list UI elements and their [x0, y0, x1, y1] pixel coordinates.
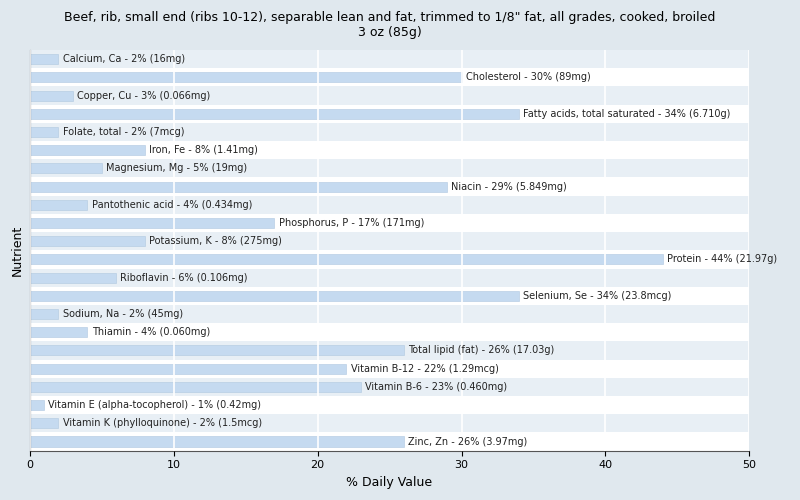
Bar [30, 432, 750, 450]
Bar [30, 90, 73, 101]
Text: Protein - 44% (21.97g): Protein - 44% (21.97g) [667, 254, 778, 264]
Bar [30, 254, 663, 264]
Bar [30, 232, 750, 250]
Bar [30, 182, 447, 192]
Text: Folate, total - 2% (7mcg): Folate, total - 2% (7mcg) [62, 127, 184, 137]
Bar [30, 378, 750, 396]
Bar [30, 236, 145, 246]
Text: Iron, Fe - 8% (1.41mg): Iron, Fe - 8% (1.41mg) [149, 145, 258, 155]
Bar [30, 309, 58, 319]
Text: Calcium, Ca - 2% (16mg): Calcium, Ca - 2% (16mg) [62, 54, 185, 64]
Bar [30, 108, 519, 118]
Bar [30, 72, 462, 83]
Bar [30, 86, 750, 104]
Text: Niacin - 29% (5.849mg): Niacin - 29% (5.849mg) [451, 182, 567, 192]
Text: Fatty acids, total saturated - 34% (6.710g): Fatty acids, total saturated - 34% (6.71… [523, 108, 731, 118]
Text: Riboflavin - 6% (0.106mg): Riboflavin - 6% (0.106mg) [120, 272, 248, 282]
Bar [30, 291, 519, 301]
Y-axis label: Nutrient: Nutrient [11, 224, 24, 276]
Text: Zinc, Zn - 26% (3.97mg): Zinc, Zn - 26% (3.97mg) [408, 436, 527, 446]
Bar [30, 104, 750, 123]
Text: Cholesterol - 30% (89mg): Cholesterol - 30% (89mg) [466, 72, 590, 83]
Bar [30, 364, 346, 374]
Text: Phosphorus, P - 17% (171mg): Phosphorus, P - 17% (171mg) [278, 218, 424, 228]
Bar [30, 327, 87, 338]
Text: Total lipid (fat) - 26% (17.03g): Total lipid (fat) - 26% (17.03g) [408, 346, 554, 356]
Bar [30, 400, 44, 410]
Bar [30, 145, 145, 155]
Text: Sodium, Na - 2% (45mg): Sodium, Na - 2% (45mg) [62, 309, 183, 319]
Bar [30, 396, 750, 414]
Bar [30, 68, 750, 86]
Bar [30, 127, 58, 137]
Bar [30, 272, 116, 282]
Text: Vitamin K (phylloquinone) - 2% (1.5mcg): Vitamin K (phylloquinone) - 2% (1.5mcg) [62, 418, 262, 428]
Bar [30, 323, 750, 342]
Bar [30, 268, 750, 286]
Bar [30, 286, 750, 305]
Bar [30, 200, 87, 210]
Bar [30, 360, 750, 378]
Bar [30, 346, 404, 356]
Bar [30, 123, 750, 141]
Text: Vitamin B-6 - 23% (0.460mg): Vitamin B-6 - 23% (0.460mg) [365, 382, 507, 392]
Bar [30, 54, 58, 64]
Text: Copper, Cu - 3% (0.066mg): Copper, Cu - 3% (0.066mg) [77, 90, 210, 101]
Text: Thiamin - 4% (0.060mg): Thiamin - 4% (0.060mg) [91, 327, 210, 337]
Bar [30, 436, 404, 446]
Title: Beef, rib, small end (ribs 10-12), separable lean and fat, trimmed to 1/8" fat, : Beef, rib, small end (ribs 10-12), separ… [64, 11, 715, 39]
Bar [30, 305, 750, 323]
Bar [30, 141, 750, 160]
Bar [30, 250, 750, 268]
Bar [30, 342, 750, 359]
Bar [30, 160, 750, 178]
X-axis label: % Daily Value: % Daily Value [346, 476, 433, 489]
Bar [30, 218, 274, 228]
Bar [30, 214, 750, 232]
Text: Vitamin E (alpha-tocopherol) - 1% (0.42mg): Vitamin E (alpha-tocopherol) - 1% (0.42m… [48, 400, 262, 410]
Bar [30, 178, 750, 196]
Bar [30, 382, 361, 392]
Text: Pantothenic acid - 4% (0.434mg): Pantothenic acid - 4% (0.434mg) [91, 200, 252, 210]
Text: Potassium, K - 8% (275mg): Potassium, K - 8% (275mg) [149, 236, 282, 246]
Bar [30, 164, 102, 173]
Text: Selenium, Se - 34% (23.8mcg): Selenium, Se - 34% (23.8mcg) [523, 291, 672, 301]
Bar [30, 50, 750, 68]
Text: Vitamin B-12 - 22% (1.29mcg): Vitamin B-12 - 22% (1.29mcg) [350, 364, 498, 374]
Text: Magnesium, Mg - 5% (19mg): Magnesium, Mg - 5% (19mg) [106, 164, 247, 173]
Bar [30, 196, 750, 214]
Bar [30, 418, 58, 428]
Bar [30, 414, 750, 432]
